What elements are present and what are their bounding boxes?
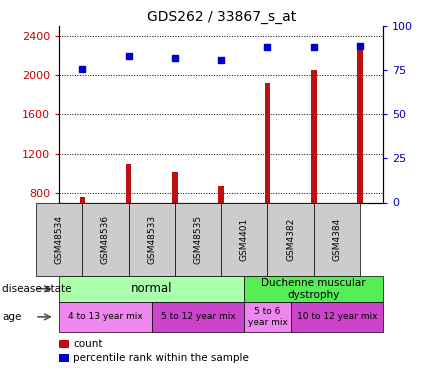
Bar <box>357 43 363 203</box>
Text: GSM4382: GSM4382 <box>286 217 295 261</box>
Point <box>357 43 364 49</box>
Point <box>310 44 317 50</box>
Text: GSM48536: GSM48536 <box>101 214 110 264</box>
Bar <box>126 164 131 202</box>
Text: GSM4384: GSM4384 <box>332 217 342 261</box>
Text: disease state: disease state <box>2 284 72 294</box>
Text: GSM48533: GSM48533 <box>147 214 156 264</box>
Bar <box>265 83 270 203</box>
Text: 5 to 12 year mix: 5 to 12 year mix <box>161 312 235 321</box>
Text: count: count <box>73 339 102 349</box>
Text: GSM4401: GSM4401 <box>240 217 249 261</box>
Text: percentile rank within the sample: percentile rank within the sample <box>73 353 249 363</box>
Bar <box>172 172 178 202</box>
Text: GSM48535: GSM48535 <box>194 214 202 264</box>
Bar <box>219 186 224 202</box>
Bar <box>311 70 317 202</box>
Text: normal: normal <box>131 282 173 295</box>
Title: GDS262 / 33867_s_at: GDS262 / 33867_s_at <box>147 10 296 24</box>
Point <box>264 44 271 50</box>
Text: Duchenne muscular
dystrophy: Duchenne muscular dystrophy <box>261 278 366 300</box>
Text: age: age <box>2 312 21 322</box>
Text: 5 to 6
year mix: 5 to 6 year mix <box>247 307 287 327</box>
Point <box>125 53 132 59</box>
Text: 10 to 12 year mix: 10 to 12 year mix <box>297 312 377 321</box>
Text: 4 to 13 year mix: 4 to 13 year mix <box>68 312 143 321</box>
Bar <box>80 196 85 202</box>
Text: GSM48534: GSM48534 <box>55 214 64 264</box>
Point <box>171 55 178 61</box>
Point <box>218 57 225 63</box>
Point <box>79 66 86 72</box>
